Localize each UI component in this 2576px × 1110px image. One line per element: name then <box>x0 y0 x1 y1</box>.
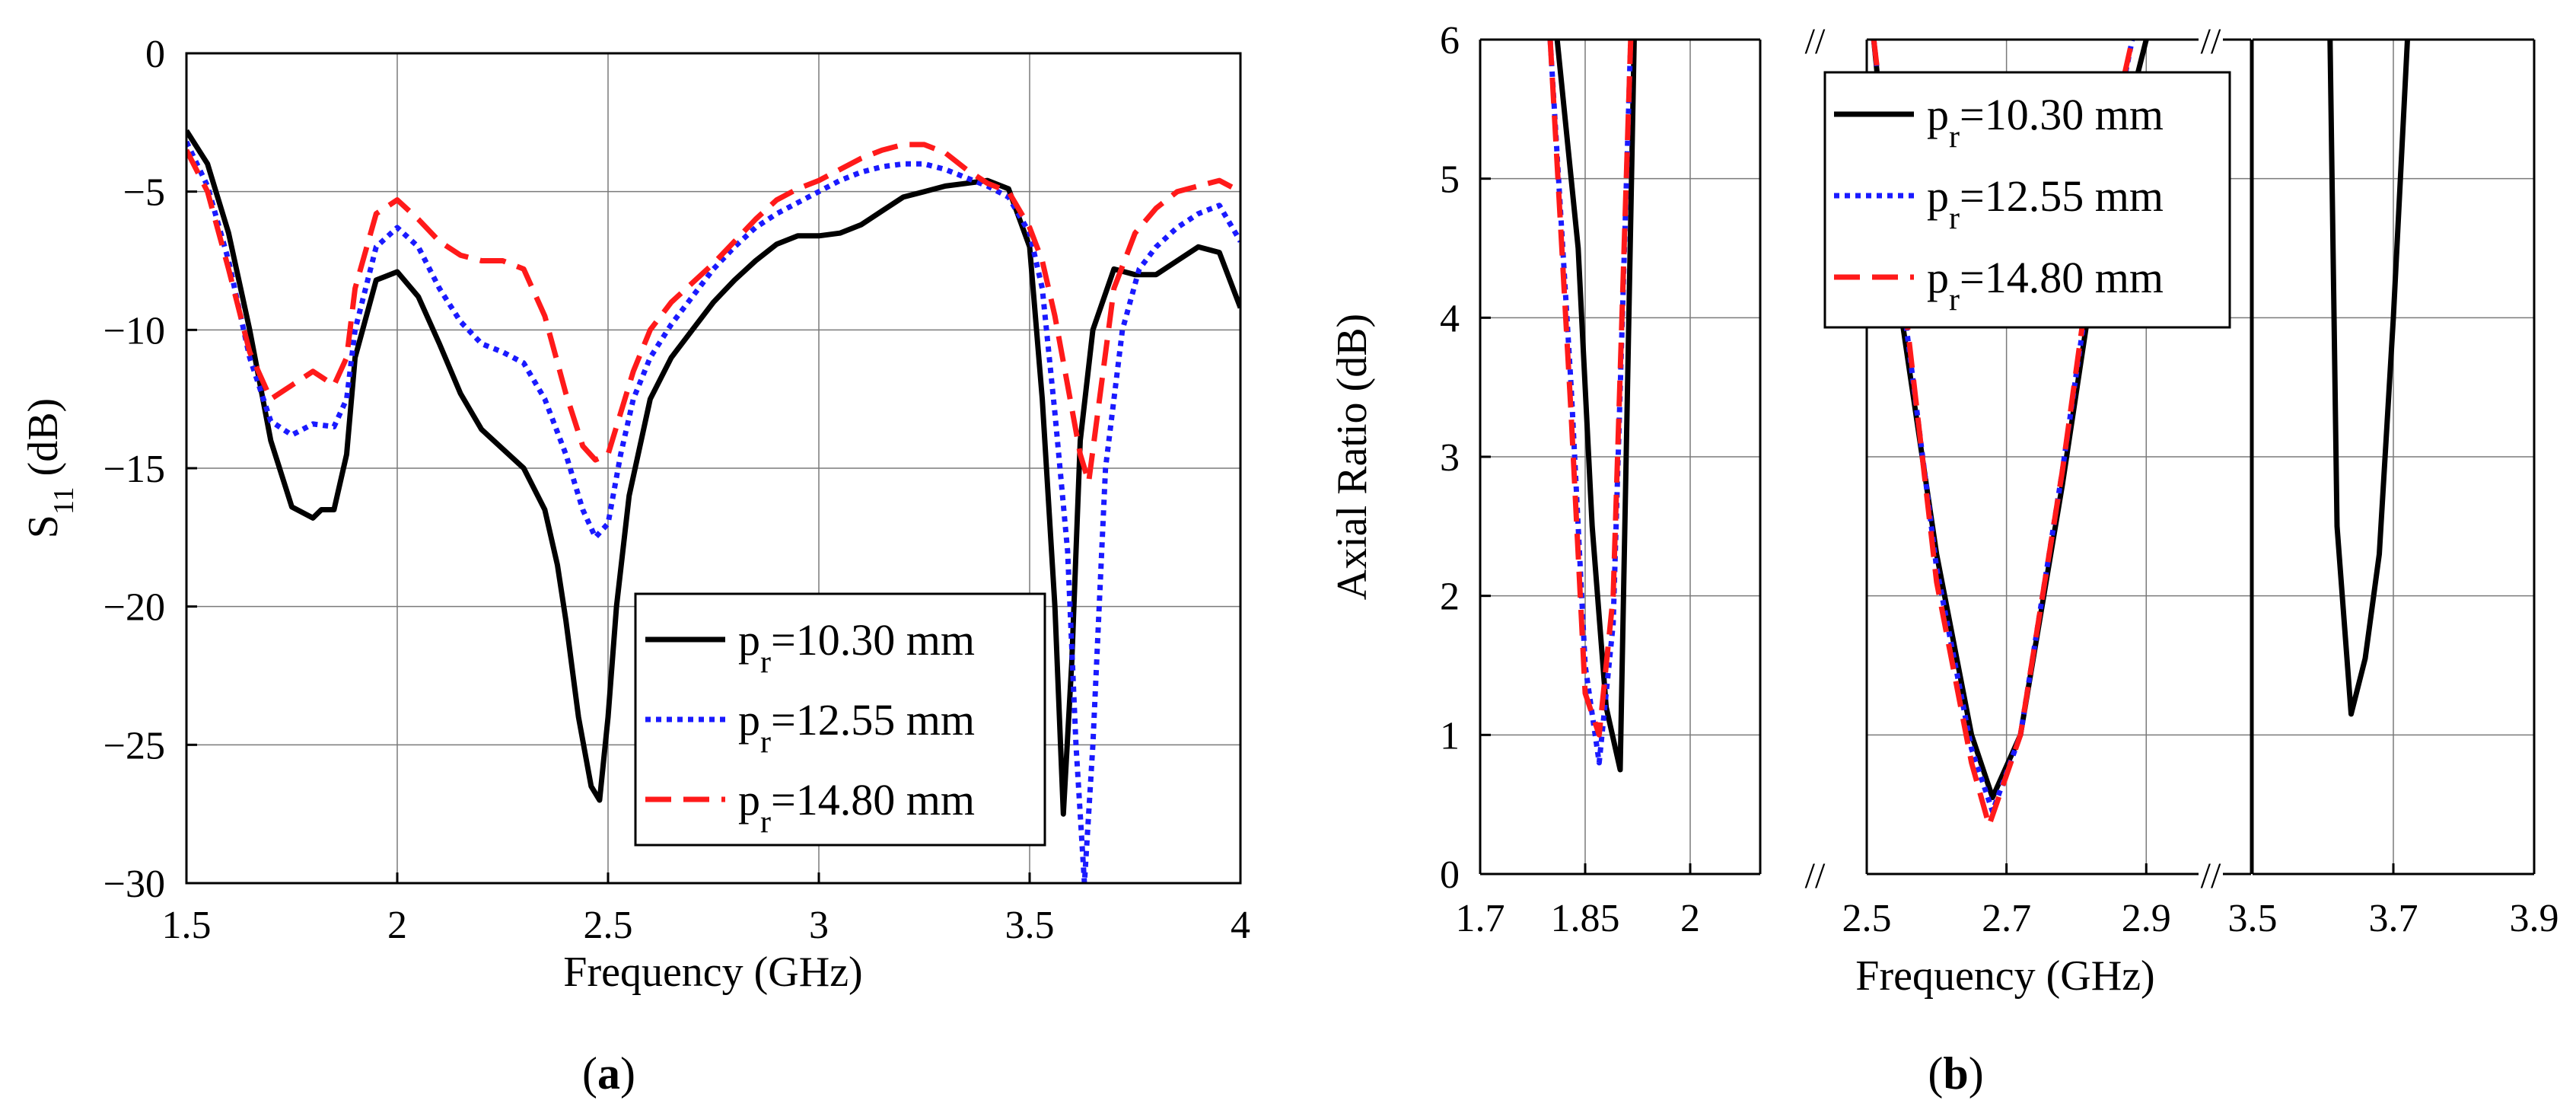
x-tick-label: 2.9 <box>2122 897 2171 940</box>
y-tick-label: −5 <box>123 171 165 215</box>
ticks-a: 1.5 2 2.5 3 3.5 4 0 −5 −10 −15 −20 −25 −30 <box>103 33 1250 947</box>
y-tick-label: 4 <box>1440 297 1460 340</box>
y-tick-label: 5 <box>1440 158 1460 202</box>
chart-a: 1.5 2 2.5 3 3.5 4 0 −5 −10 −15 −20 −25 −30 Frequency… <box>20 33 1250 1099</box>
x-tick-label: 2 <box>1680 897 1700 940</box>
plot-frame-a <box>185 52 1242 885</box>
panel-label-b: (b) <box>1928 1048 1983 1099</box>
axis-break-marks: // // // // <box>1803 21 2223 896</box>
x-tick-label: 2.5 <box>1842 897 1892 940</box>
series-segment <box>2327 39 2410 717</box>
axis-break-mark: // <box>2201 21 2221 62</box>
x-tick-label: 1.7 <box>1456 897 1505 940</box>
y-axis-label-a: S11 (dB) <box>20 398 80 538</box>
y-axis-label-b: Axial Ratio (dB) <box>1329 314 1376 600</box>
x-tick-label: 3.5 <box>2228 897 2278 940</box>
y-tick-label: 6 <box>1440 19 1460 62</box>
series-line <box>1554 39 1637 773</box>
x-tick-label: 3.9 <box>2510 897 2559 940</box>
series-line <box>186 129 1240 817</box>
x-tick-label: 3 <box>809 904 829 947</box>
x-tick-label: 2 <box>387 904 407 947</box>
legend-label: pr=12.55 mm <box>738 695 975 760</box>
x-tick-label: 1.85 <box>1551 897 1620 940</box>
series-group-a <box>186 129 1240 883</box>
x-tick-label: 4 <box>1231 904 1250 947</box>
y-tick-label: −20 <box>103 586 165 630</box>
series-segment <box>1547 39 1637 773</box>
x-tick-label: 2.5 <box>584 904 633 947</box>
series-line <box>1547 39 1634 738</box>
x-axis-label-b: Frequency (GHz) <box>1855 952 2154 1000</box>
y-tick-label: 1 <box>1440 714 1460 758</box>
y-tick-label: −25 <box>103 724 165 767</box>
y-tick-label: 3 <box>1440 436 1460 480</box>
legend-label: pr=10.30 mm <box>1927 90 2164 155</box>
ticks-b: 1.7 1.85 2 2.5 2.7 2.9 3.5 3.7 3.9 0 1 2 3 4 5 6 <box>1440 19 2559 940</box>
axis-break-gap <box>1803 857 1827 891</box>
axis-break-gap <box>2199 23 2223 56</box>
panel-label-a: (a) <box>582 1048 635 1099</box>
legend-a: pr=10.30 mm pr=12.55 mm pr=14.80 mm <box>634 592 1046 847</box>
legend-b: pr=10.30 mm pr=12.55 mm pr=14.80 mm <box>1823 71 2231 329</box>
y-tick-label: 0 <box>145 33 165 76</box>
y-tick-label: 0 <box>1440 853 1460 897</box>
y-tick-label: 2 <box>1440 576 1460 619</box>
x-axis-label-a: Frequency (GHz) <box>563 949 862 996</box>
series-line <box>186 140 1240 883</box>
axis-break-mark: // <box>2201 856 2221 896</box>
x-tick-label: 3.5 <box>1005 904 1055 947</box>
x-tick-label: 3.7 <box>2369 897 2418 940</box>
axis-break-gap <box>2199 857 2223 891</box>
series-line <box>2327 39 2410 717</box>
x-tick-label: 2.7 <box>1982 897 2031 940</box>
plot-frames-b <box>1479 38 2536 876</box>
axis-break-mark: // <box>1805 21 1826 62</box>
legend-label: pr=10.30 mm <box>738 615 975 680</box>
axis-break-mark: // <box>1805 856 1826 896</box>
legend-label: pr=14.80 mm <box>1927 253 2164 317</box>
y-tick-label: −30 <box>103 863 165 906</box>
y-tick-label: −15 <box>103 448 165 491</box>
legend-label: pr=14.80 mm <box>738 775 975 840</box>
x-tick-label: 1.5 <box>162 904 212 947</box>
axis-break-gap <box>1803 23 1827 56</box>
series-line <box>186 142 1240 485</box>
legend-label: pr=12.55 mm <box>1927 171 2164 236</box>
y-tick-label: −10 <box>103 309 165 352</box>
